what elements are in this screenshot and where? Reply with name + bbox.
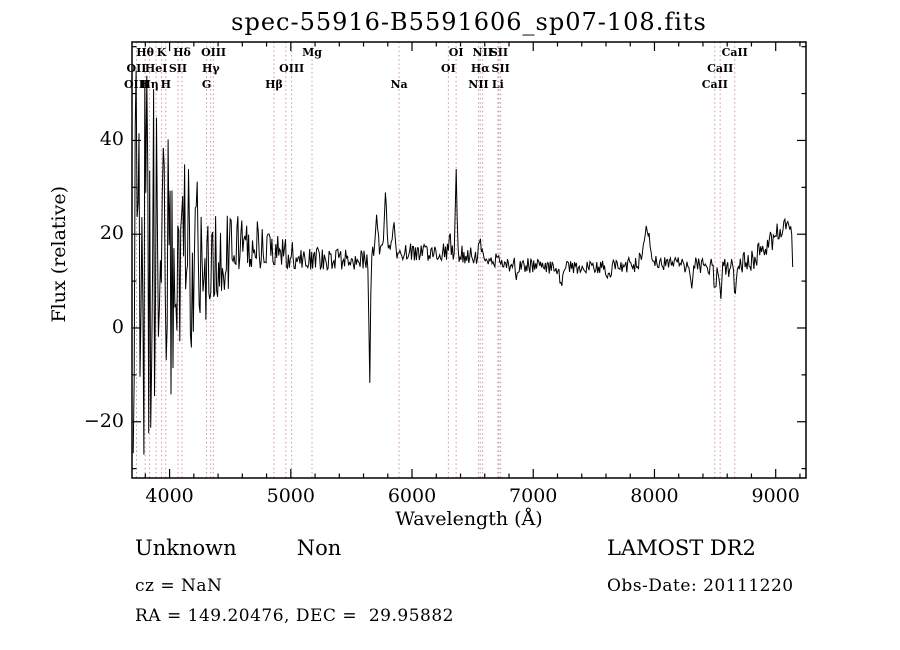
cz-text: cz = NaN	[135, 576, 223, 596]
plot-frame	[131, 41, 807, 479]
line-label-CaII: CaII	[701, 78, 728, 91]
y-axis-label: Flux (relative)	[48, 186, 70, 323]
axis-ticks	[132, 42, 806, 478]
x-tick-label: 8000	[630, 485, 679, 507]
spectrum-trace	[132, 70, 794, 455]
line-label-SII: SII	[489, 46, 509, 59]
plot-inner-area	[132, 42, 794, 478]
line-label-OIII: OIII	[123, 78, 149, 91]
y-tick-label: −20	[83, 409, 124, 432]
line-label-Hδ: Hδ	[173, 46, 191, 59]
survey-text: LAMOST DR2	[607, 536, 756, 560]
x-tick-label: 7000	[509, 485, 558, 507]
plot-title: spec-55916-B5591606_sp07-108.fits	[231, 8, 707, 36]
line-label-Na: Na	[390, 78, 408, 91]
obs-date-text: Obs-Date: 20111220	[607, 576, 794, 596]
y-tick-label: 0	[111, 315, 124, 338]
line-label-Hθ: Hθ	[136, 46, 154, 59]
line-label-OI: OI	[441, 62, 456, 75]
classification-text: Unknown Non	[135, 536, 342, 560]
line-label-OIII: OIII	[279, 62, 305, 75]
line-label-Hβ: Hβ	[265, 78, 283, 91]
line-label-OII: OII	[126, 62, 147, 75]
x-tick-label: 6000	[387, 485, 437, 507]
line-label-Hα: Hα	[470, 62, 490, 75]
line-label-SII: SII	[491, 62, 510, 75]
line-label-SII: SII	[168, 62, 188, 75]
line-label-H: H	[160, 78, 172, 91]
line-label-CaII: CaII	[721, 46, 748, 59]
line-label-CaII: CaII	[707, 62, 734, 75]
line-label-Mg: Mg	[302, 46, 322, 59]
y-tick-label: 40	[99, 128, 124, 151]
x-tick-label: 9000	[751, 485, 800, 507]
line-label-Li: Li	[491, 78, 504, 91]
line-label-Hγ: Hγ	[201, 62, 220, 75]
line-label-OI: OI	[448, 46, 464, 59]
line-label-Hη: Hη	[140, 78, 159, 91]
coordinates-text: RA = 149.20476, DEC = 29.95882	[135, 606, 454, 626]
line-label-NII: NII	[468, 78, 489, 91]
line-label-OIII: OIII	[201, 46, 227, 59]
line-label-NII: NII	[472, 46, 493, 59]
line-label-HeI: HeI	[144, 62, 168, 75]
y-tick-label: 20	[99, 222, 124, 245]
line-label-K: K	[156, 46, 167, 59]
x-tick-label: 4000	[145, 485, 194, 507]
x-tick-label: 5000	[266, 485, 315, 507]
x-axis-label: Wavelength (Å)	[395, 508, 543, 530]
line-label-G: G	[201, 78, 212, 91]
